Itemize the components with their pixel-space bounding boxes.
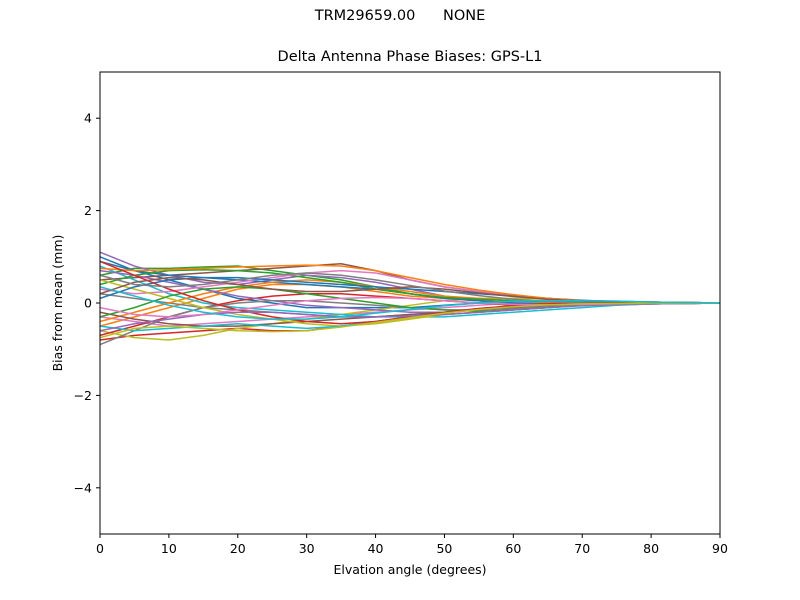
x-tick-label: 0 <box>96 541 104 556</box>
x-axis-label: Elvation angle (degrees) <box>333 562 486 577</box>
y-tick-label: 4 <box>84 111 92 126</box>
x-tick-label: 50 <box>436 541 452 556</box>
series-line-4 <box>99 302 720 341</box>
x-tick-label: 80 <box>643 541 659 556</box>
y-axis-label: Bias from mean (mm) <box>50 235 65 372</box>
x-tick-label: 30 <box>299 541 315 556</box>
series-line-21 <box>99 276 721 304</box>
x-tick-label: 70 <box>574 541 590 556</box>
series-line-26 <box>99 276 720 304</box>
chart-title: Delta Antenna Phase Biases: GPS-L1 <box>277 49 543 65</box>
x-tick-label: 20 <box>230 541 246 556</box>
series-line-29 <box>99 302 720 339</box>
figure-suptitle: TRM29659.00 NONE <box>314 8 486 24</box>
series-layer <box>99 251 721 346</box>
y-axis: −4 −2 0 2 4 <box>74 111 100 495</box>
x-tick-label: 40 <box>368 541 384 556</box>
x-tick-label: 90 <box>712 541 728 556</box>
y-tick-label: −4 <box>74 480 92 495</box>
y-tick-label: 0 <box>84 296 92 311</box>
y-tick-label: 2 <box>84 203 92 218</box>
x-axis: 0 10 20 30 40 50 60 70 80 90 <box>96 534 728 556</box>
series-line-30 <box>99 286 721 320</box>
x-tick-label: 60 <box>505 541 521 556</box>
x-tick-label: 10 <box>161 541 177 556</box>
y-tick-label: −2 <box>74 388 92 403</box>
